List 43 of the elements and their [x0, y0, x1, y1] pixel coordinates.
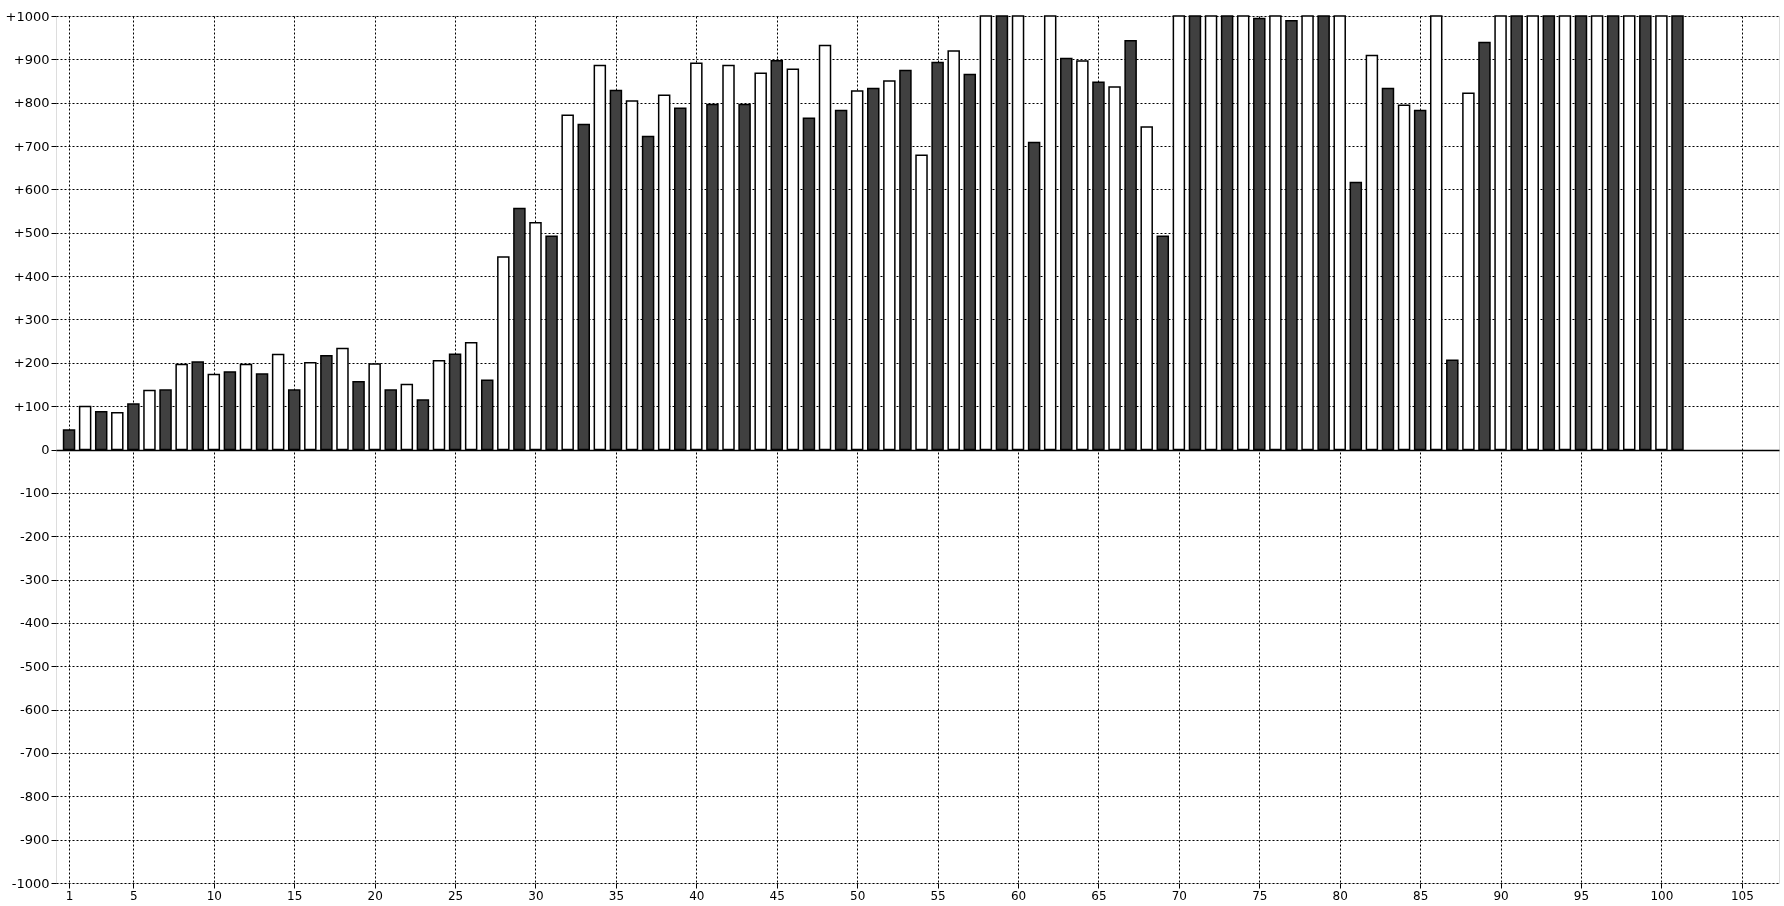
x-tick-label: 90: [1493, 888, 1509, 903]
y-tick-label: -400: [19, 615, 50, 631]
y-tick-label: -1000: [11, 875, 50, 891]
y-tick-label: -500: [19, 658, 50, 674]
x-tick-label: 80: [1332, 888, 1348, 903]
y-tick-label: -900: [19, 832, 50, 848]
x-tick-label: 1: [65, 888, 74, 903]
x-tick-label: 95: [1573, 888, 1590, 903]
y-tick-label: -200: [19, 528, 50, 544]
y-tick-label: +500: [13, 225, 50, 241]
y-tick-label: -800: [19, 788, 50, 804]
x-tick-label: 5: [130, 888, 138, 903]
x-tick-label: 85: [1413, 888, 1429, 903]
y-tick-label: -300: [19, 572, 50, 588]
y-tick-label: +200: [13, 355, 50, 371]
y-tick-label: +800: [13, 95, 50, 111]
y-tick-label: +300: [13, 311, 50, 327]
x-tick-label: 10: [206, 888, 222, 903]
x-tick-label: 65: [1091, 888, 1107, 903]
x-tick-label: 20: [367, 888, 383, 903]
x-tick-label: 15: [287, 888, 303, 903]
x-tick-label: 45: [769, 888, 785, 903]
x-tick-label: 55: [930, 888, 946, 903]
y-tick-label: -100: [19, 485, 50, 501]
x-tick-label: 75: [1252, 888, 1268, 903]
x-tick-label: 60: [1010, 888, 1027, 903]
y-tick-label: -700: [19, 745, 50, 761]
x-tick-label: 40: [689, 888, 705, 903]
x-tick-label: 100: [1650, 888, 1674, 903]
y-tick-label: +400: [13, 268, 50, 284]
y-tick-label: +600: [13, 181, 50, 197]
x-tick-label: 105: [1730, 888, 1754, 903]
y-tick-label: +100: [13, 398, 50, 414]
x-tick-label: 70: [1171, 888, 1188, 903]
y-tick-label: +900: [13, 51, 50, 67]
y-tick-label: +700: [13, 138, 50, 154]
x-tick-label: 50: [850, 888, 866, 903]
x-tick-label: 30: [528, 888, 544, 903]
y-tick-label: +1000: [5, 8, 50, 24]
x-tick-label: 25: [447, 888, 464, 903]
x-tick-label: 35: [608, 888, 625, 903]
y-tick-label: 0: [41, 442, 50, 457]
y-tick-label: -600: [19, 702, 50, 718]
